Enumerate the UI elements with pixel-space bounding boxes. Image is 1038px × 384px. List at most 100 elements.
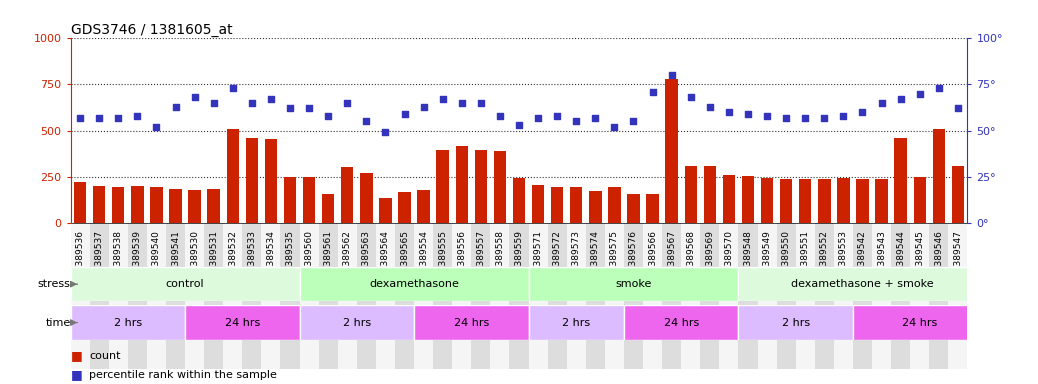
Bar — [474, 150, 487, 223]
Text: GSM389572: GSM389572 — [552, 230, 562, 285]
Point — [873, 100, 890, 106]
Point — [339, 100, 356, 106]
Point — [950, 105, 966, 111]
Text: GSM389573: GSM389573 — [572, 230, 580, 285]
Point — [377, 129, 393, 136]
Bar — [399, 192, 411, 223]
Bar — [226, 129, 239, 223]
Bar — [208, 189, 220, 223]
Text: GSM389549: GSM389549 — [763, 230, 771, 285]
Text: GSM389530: GSM389530 — [190, 230, 199, 285]
Point — [911, 91, 928, 97]
Bar — [627, 194, 639, 223]
Bar — [494, 151, 507, 223]
Bar — [128, 223, 147, 369]
Point — [663, 72, 680, 78]
Bar — [528, 267, 738, 301]
Bar — [585, 223, 605, 369]
Bar — [185, 305, 300, 340]
Bar — [417, 190, 430, 223]
Bar — [834, 223, 853, 369]
Text: stress: stress — [37, 279, 71, 289]
Bar — [738, 267, 986, 301]
Text: GSM389547: GSM389547 — [953, 230, 962, 285]
Text: control: control — [166, 279, 204, 289]
Text: GSM389558: GSM389558 — [495, 230, 504, 285]
Text: GSM389557: GSM389557 — [476, 230, 486, 285]
Point — [625, 118, 641, 124]
Text: GSM389564: GSM389564 — [381, 230, 390, 285]
Point — [568, 118, 584, 124]
Bar — [300, 223, 319, 369]
Text: 2 hrs: 2 hrs — [782, 318, 810, 328]
Point — [148, 124, 165, 130]
Bar — [608, 187, 621, 223]
Text: smoke: smoke — [616, 279, 652, 289]
Bar — [780, 179, 792, 223]
Point — [320, 113, 336, 119]
Bar — [510, 223, 528, 369]
Bar — [433, 223, 453, 369]
Text: GSM389552: GSM389552 — [820, 230, 828, 285]
Text: GSM389562: GSM389562 — [343, 230, 352, 285]
Point — [472, 100, 489, 106]
Bar — [379, 198, 391, 223]
Point — [415, 104, 432, 110]
Point — [740, 111, 757, 117]
Point — [816, 114, 832, 121]
Point — [72, 114, 88, 121]
Bar — [300, 267, 528, 301]
Point — [263, 96, 279, 102]
Bar — [262, 223, 280, 369]
Bar — [949, 223, 967, 369]
Text: GSM389553: GSM389553 — [839, 230, 848, 285]
Text: GSM389555: GSM389555 — [438, 230, 447, 285]
Point — [682, 94, 699, 101]
Bar — [204, 223, 223, 369]
Point — [224, 85, 241, 91]
Bar — [185, 223, 204, 369]
Bar — [283, 177, 296, 223]
Bar — [93, 186, 106, 223]
Bar — [701, 223, 719, 369]
Text: GSM389537: GSM389537 — [94, 230, 104, 285]
Bar — [166, 223, 185, 369]
Bar — [605, 223, 624, 369]
Bar — [319, 223, 337, 369]
Bar — [742, 176, 755, 223]
Text: GDS3746 / 1381605_at: GDS3746 / 1381605_at — [71, 23, 233, 37]
Text: GSM389550: GSM389550 — [782, 230, 791, 285]
Point — [549, 113, 566, 119]
Text: GSM389535: GSM389535 — [285, 230, 295, 285]
Bar — [719, 223, 738, 369]
Bar — [189, 190, 200, 223]
Bar — [796, 223, 815, 369]
Text: ■: ■ — [71, 349, 82, 362]
Bar — [738, 305, 853, 340]
Text: GSM389560: GSM389560 — [304, 230, 313, 285]
Bar — [872, 223, 891, 369]
Bar — [528, 305, 624, 340]
Bar — [662, 223, 681, 369]
Point — [301, 105, 318, 111]
Text: GSM389574: GSM389574 — [591, 230, 600, 285]
Point — [434, 96, 450, 102]
Bar — [722, 175, 735, 223]
Bar — [590, 191, 602, 223]
Text: GSM389554: GSM389554 — [419, 230, 428, 285]
Text: dexamethasone + smoke: dexamethasone + smoke — [791, 279, 934, 289]
Text: 24 hrs: 24 hrs — [454, 318, 489, 328]
Bar — [528, 223, 548, 369]
Point — [492, 113, 509, 119]
Bar — [761, 179, 773, 223]
Point — [186, 94, 202, 101]
Bar — [891, 223, 910, 369]
Text: GSM389539: GSM389539 — [133, 230, 142, 285]
Text: GSM389533: GSM389533 — [247, 230, 256, 285]
Bar — [684, 166, 696, 223]
Text: GSM389532: GSM389532 — [228, 230, 238, 285]
Bar — [414, 223, 433, 369]
Point — [397, 111, 413, 117]
Text: GSM389541: GSM389541 — [171, 230, 180, 285]
Bar — [643, 223, 662, 369]
